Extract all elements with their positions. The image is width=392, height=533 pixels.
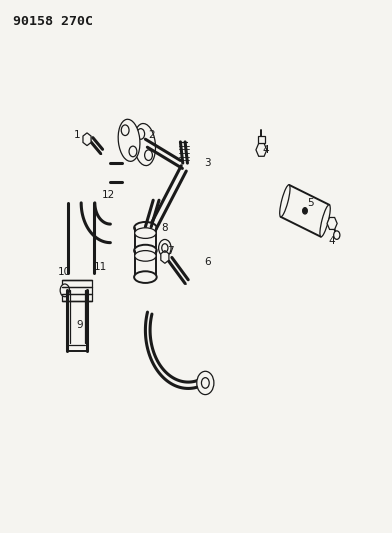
Text: 10: 10: [58, 267, 71, 277]
Text: 4: 4: [329, 236, 336, 246]
Text: 6: 6: [204, 257, 211, 267]
Text: 12: 12: [102, 190, 115, 200]
Ellipse shape: [280, 185, 290, 217]
Bar: [62, 280, 92, 301]
Circle shape: [197, 372, 214, 394]
Circle shape: [303, 208, 307, 214]
Text: 9: 9: [76, 320, 83, 330]
Text: 11: 11: [94, 262, 107, 271]
Ellipse shape: [135, 251, 156, 261]
Text: 90158 270C: 90158 270C: [13, 14, 93, 28]
Text: 5: 5: [307, 198, 314, 208]
Text: 1: 1: [74, 130, 81, 140]
Polygon shape: [327, 217, 337, 229]
Bar: [258, 135, 265, 143]
Ellipse shape: [134, 245, 157, 256]
Ellipse shape: [134, 222, 157, 233]
Circle shape: [159, 239, 171, 256]
Text: 8: 8: [162, 223, 168, 233]
Circle shape: [334, 231, 340, 239]
Circle shape: [60, 284, 69, 297]
Polygon shape: [256, 143, 267, 156]
Text: 3: 3: [204, 158, 211, 168]
Ellipse shape: [118, 119, 140, 161]
Text: 7: 7: [167, 246, 174, 256]
Circle shape: [121, 125, 129, 135]
Ellipse shape: [134, 271, 157, 283]
Polygon shape: [83, 133, 91, 146]
Circle shape: [129, 146, 137, 157]
Ellipse shape: [320, 205, 330, 237]
Ellipse shape: [135, 228, 156, 238]
Text: 2: 2: [148, 130, 154, 140]
Polygon shape: [161, 251, 169, 263]
Text: 4: 4: [263, 145, 269, 155]
